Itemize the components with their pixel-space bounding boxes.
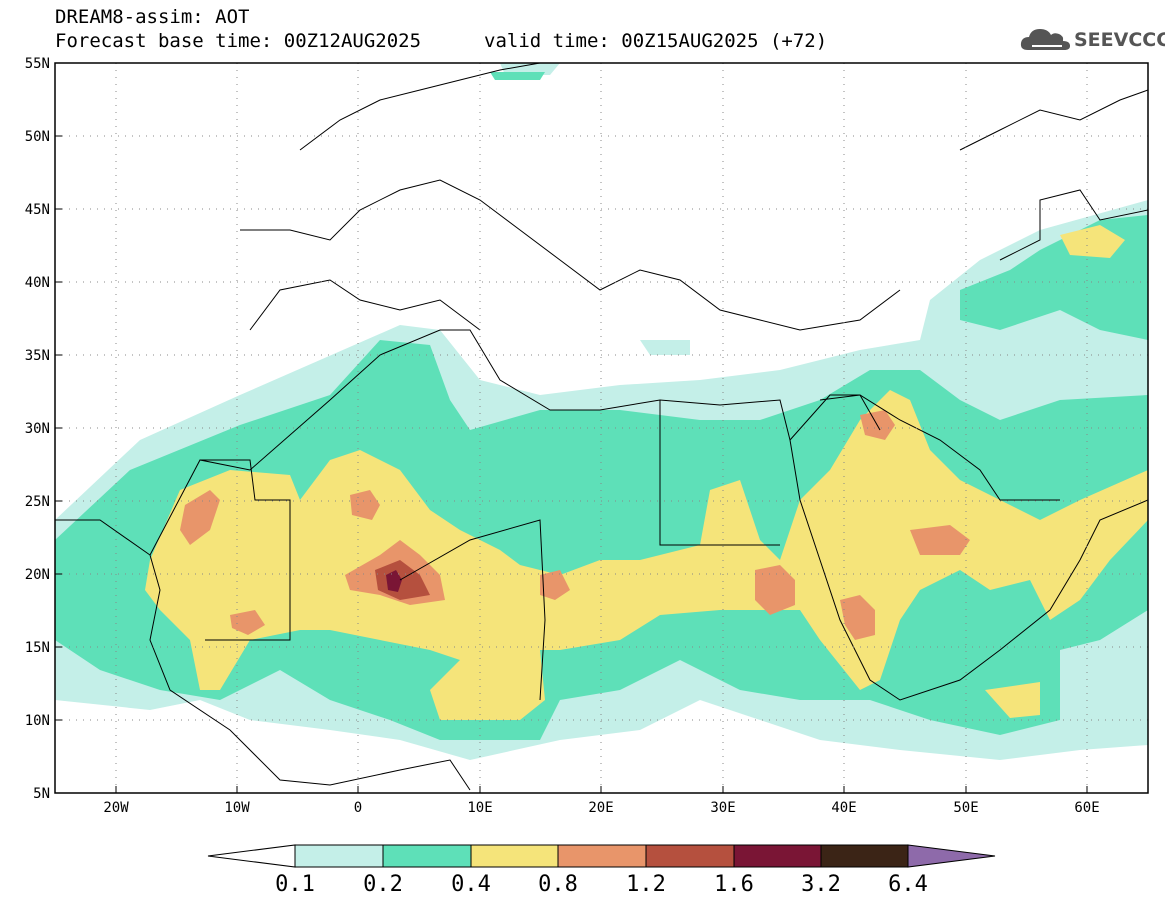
aot-level-0.4: [145, 225, 1148, 720]
seevccc-logo: SEEVCCC: [1018, 24, 1165, 56]
lon-label: 0: [354, 800, 362, 816]
chart-title: DREAM8-assim: AOT: [55, 6, 250, 28]
coastlines-borders: [55, 63, 1148, 791]
lat-label: 45N: [25, 202, 50, 218]
lon-label: 20E: [588, 800, 613, 816]
colorbar-low-arrow: [207, 844, 296, 868]
colorbar-swatch: [294, 844, 384, 868]
colorbar-label: 0.2: [363, 872, 403, 897]
graticule: [55, 63, 1148, 793]
forecast-times: Forecast base time: 00Z12AUG2025 valid ti…: [55, 30, 827, 52]
colorbar-swatch: [557, 844, 647, 868]
colorbar-label: 3.2: [801, 872, 841, 897]
aot-level-1.6: [386, 570, 402, 592]
colorbar-swatch: [470, 844, 559, 868]
lat-label: 30N: [25, 421, 50, 437]
axis-ticks: [55, 62, 1088, 794]
lat-label: 15N: [25, 640, 50, 656]
lon-label: 50E: [953, 800, 978, 816]
lat-label: 50N: [25, 129, 50, 145]
base-time: Forecast base time: 00Z12AUG2025: [55, 30, 422, 52]
lat-label: 5N: [33, 786, 50, 802]
lat-label: 20N: [25, 567, 50, 583]
logo-text: SEEVCCC: [1074, 29, 1165, 51]
lon-label: 30E: [710, 800, 735, 816]
colorbar-label: 0.1: [275, 872, 315, 897]
colorbar: 0.1 0.2 0.4 0.8 1.2 1.6 3.2 6.4: [207, 844, 996, 897]
colorbar-label: 1.6: [714, 872, 754, 897]
colorbar-label: 0.4: [451, 872, 491, 897]
colorbar-swatch: [733, 844, 822, 868]
colorbar-high-arrow: [907, 844, 996, 868]
colorbar-swatch: [382, 844, 472, 868]
lon-label: 40E: [831, 800, 856, 816]
lon-label: 10W: [224, 800, 250, 816]
lat-label: 25N: [25, 494, 50, 510]
lat-label: 40N: [25, 275, 50, 291]
colorbar-swatch: [645, 844, 735, 868]
lat-label: 55N: [25, 56, 50, 72]
colorbar-label: 0.8: [538, 872, 578, 897]
lon-label: 20W: [103, 800, 129, 816]
lon-label: 60E: [1074, 800, 1099, 816]
valid-time: valid time: 00Z15AUG2025 (+72): [484, 30, 828, 52]
lon-label: 10E: [467, 800, 492, 816]
lat-label: 10N: [25, 713, 50, 729]
colorbar-label: 6.4: [888, 872, 928, 897]
lat-label: 35N: [25, 348, 50, 364]
colorbar-swatch: [820, 844, 909, 868]
cloud-logo-icon: [1020, 29, 1070, 50]
colorbar-label: 1.2: [626, 872, 666, 897]
